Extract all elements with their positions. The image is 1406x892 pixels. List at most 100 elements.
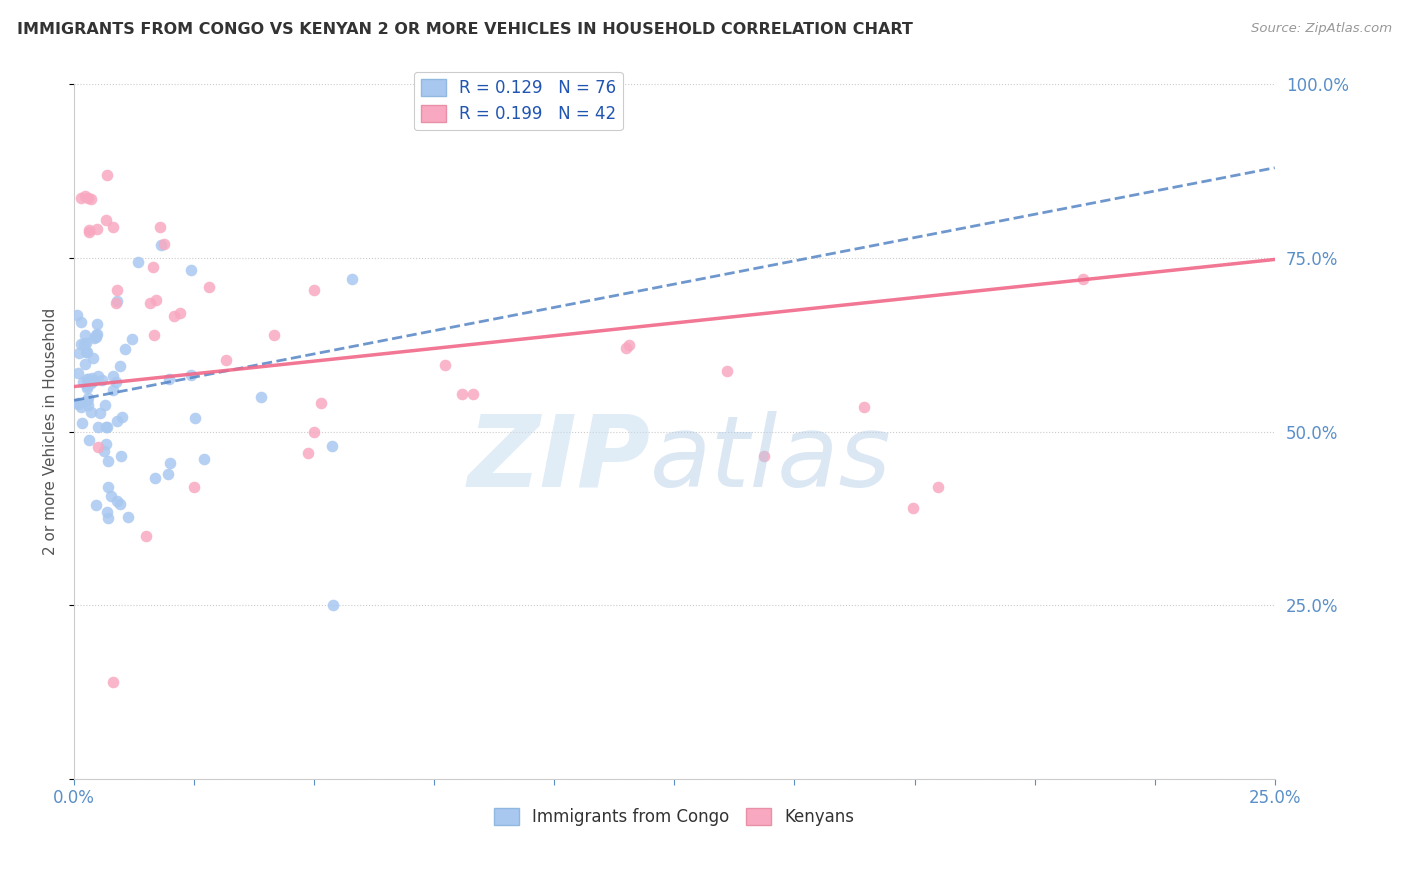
Point (309, 395, 332, 409)
Point (117, 510, 139, 524)
Point (84, 498, 107, 512)
Point (83, 331, 105, 345)
Point (616, 342, 638, 356)
Point (77, 191, 100, 205)
Point (139, 295, 162, 310)
Point (82, 371, 104, 385)
Point (215, 352, 238, 367)
Point (70, 400, 93, 414)
Point (149, 219, 172, 234)
Point (80, 404, 103, 418)
Point (84, 330, 107, 344)
Point (149, 237, 172, 252)
Point (77, 222, 100, 236)
Point (105, 283, 128, 297)
Text: Source: ZipAtlas.com: Source: ZipAtlas.com (1251, 22, 1392, 36)
Point (66, 366, 89, 380)
Text: atlas: atlas (651, 411, 891, 508)
Point (143, 470, 166, 484)
Point (105, 414, 128, 428)
Point (97, 453, 120, 467)
Point (103, 368, 125, 383)
Point (67, 397, 90, 411)
Point (96, 420, 118, 434)
Point (70, 315, 93, 329)
Point (263, 328, 285, 343)
Point (73, 336, 96, 351)
Point (89, 406, 111, 420)
Point (114, 342, 136, 356)
Point (716, 364, 738, 378)
Point (163, 310, 186, 324)
Point (108, 497, 131, 511)
Point (853, 401, 876, 415)
Point (110, 449, 132, 463)
Point (97, 480, 120, 494)
Point (619, 338, 641, 352)
Point (111, 410, 134, 425)
Point (96, 505, 118, 519)
Point (169, 306, 191, 320)
Point (433, 359, 456, 373)
Point (73, 328, 96, 343)
Point (927, 480, 949, 494)
Point (76, 378, 98, 392)
Point (157, 467, 180, 481)
Point (340, 272, 363, 286)
Text: ZIP: ZIP (467, 411, 651, 508)
Point (754, 449, 776, 463)
Point (86, 222, 108, 236)
Point (80, 192, 103, 206)
Point (86, 317, 108, 331)
Point (184, 410, 207, 425)
Point (80, 376, 103, 391)
Point (87, 440, 110, 454)
Point (108, 359, 131, 373)
Point (82, 351, 104, 366)
Point (183, 480, 205, 494)
Point (96, 168, 118, 182)
Point (86, 419, 108, 434)
Point (250, 390, 273, 404)
Legend: Immigrants from Congo, Kenyans: Immigrants from Congo, Kenyans (488, 802, 862, 833)
Point (77, 372, 100, 386)
Point (76, 393, 98, 408)
Point (103, 219, 125, 234)
Point (101, 674, 124, 689)
Point (75, 335, 97, 350)
Point (70, 337, 93, 351)
Point (157, 372, 180, 386)
Point (76, 372, 98, 386)
Point (76, 397, 98, 411)
Point (193, 452, 215, 467)
Point (153, 237, 176, 252)
Point (66, 308, 89, 322)
Point (105, 293, 128, 308)
Point (73, 189, 96, 203)
Point (86, 327, 108, 342)
Point (93, 398, 115, 412)
Point (159, 456, 181, 470)
Point (67, 346, 90, 360)
Point (903, 500, 925, 515)
Point (180, 368, 202, 382)
Point (82, 374, 104, 388)
Point (84, 327, 107, 342)
Point (77, 391, 100, 405)
Point (100, 490, 122, 504)
Point (93, 444, 115, 458)
Point (127, 255, 149, 269)
Point (72, 416, 94, 430)
Point (79, 433, 101, 447)
Point (73, 357, 96, 371)
Point (302, 425, 325, 439)
Point (142, 260, 165, 275)
Point (96, 420, 118, 434)
Point (135, 529, 157, 543)
Point (96, 437, 118, 451)
Point (451, 386, 474, 401)
Point (76, 345, 98, 359)
Point (302, 283, 325, 297)
Point (1071, 272, 1094, 286)
Point (105, 296, 128, 310)
